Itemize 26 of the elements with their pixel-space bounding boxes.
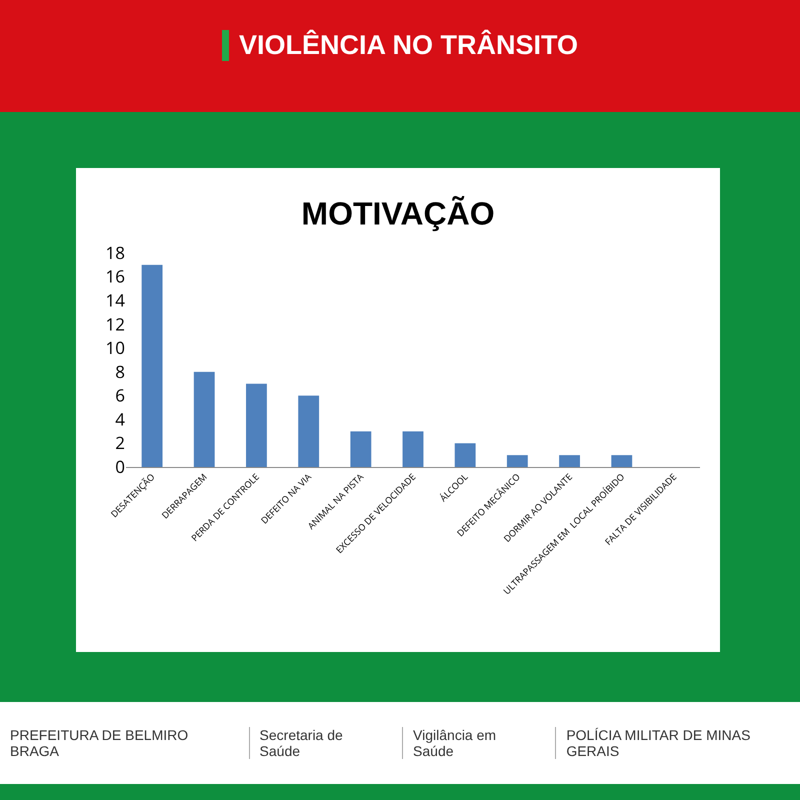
bar — [559, 455, 580, 467]
y-tick-label: 16 — [106, 264, 125, 288]
bar — [246, 384, 267, 467]
text: Secretaria de Saúde — [248, 727, 388, 759]
y-tick-label: 14 — [106, 288, 126, 312]
text: POLÍCIA MILITAR DE MINAS GERAIS — [555, 727, 800, 759]
y-tick-label: 2 — [115, 431, 125, 454]
bar — [402, 431, 424, 467]
bar — [142, 264, 163, 467]
y-tick-label: 18 — [106, 240, 125, 264]
y-tick-label: 6 — [115, 384, 125, 407]
text: Vigilância em Saúde — [402, 727, 542, 759]
y-tick-label: 10 — [106, 336, 125, 360]
bar — [194, 372, 215, 467]
y-tick-label: 8 — [115, 360, 125, 383]
bar — [298, 396, 320, 467]
y-tick-label: 0 — [115, 454, 125, 478]
bar — [350, 431, 372, 467]
text: PREFEITURA DE BELMIRO BRAGA — [9, 727, 190, 759]
bar — [611, 455, 632, 467]
chart-subtitle: MOTIVAÇÃO — [301, 195, 495, 232]
bar — [454, 443, 476, 467]
bar — [506, 455, 528, 467]
y-tick-label: 4 — [115, 407, 126, 430]
chart-title: VIOLÊNCIA NO TRÂNSITO — [222, 30, 578, 60]
y-tick-label: 12 — [106, 312, 125, 336]
